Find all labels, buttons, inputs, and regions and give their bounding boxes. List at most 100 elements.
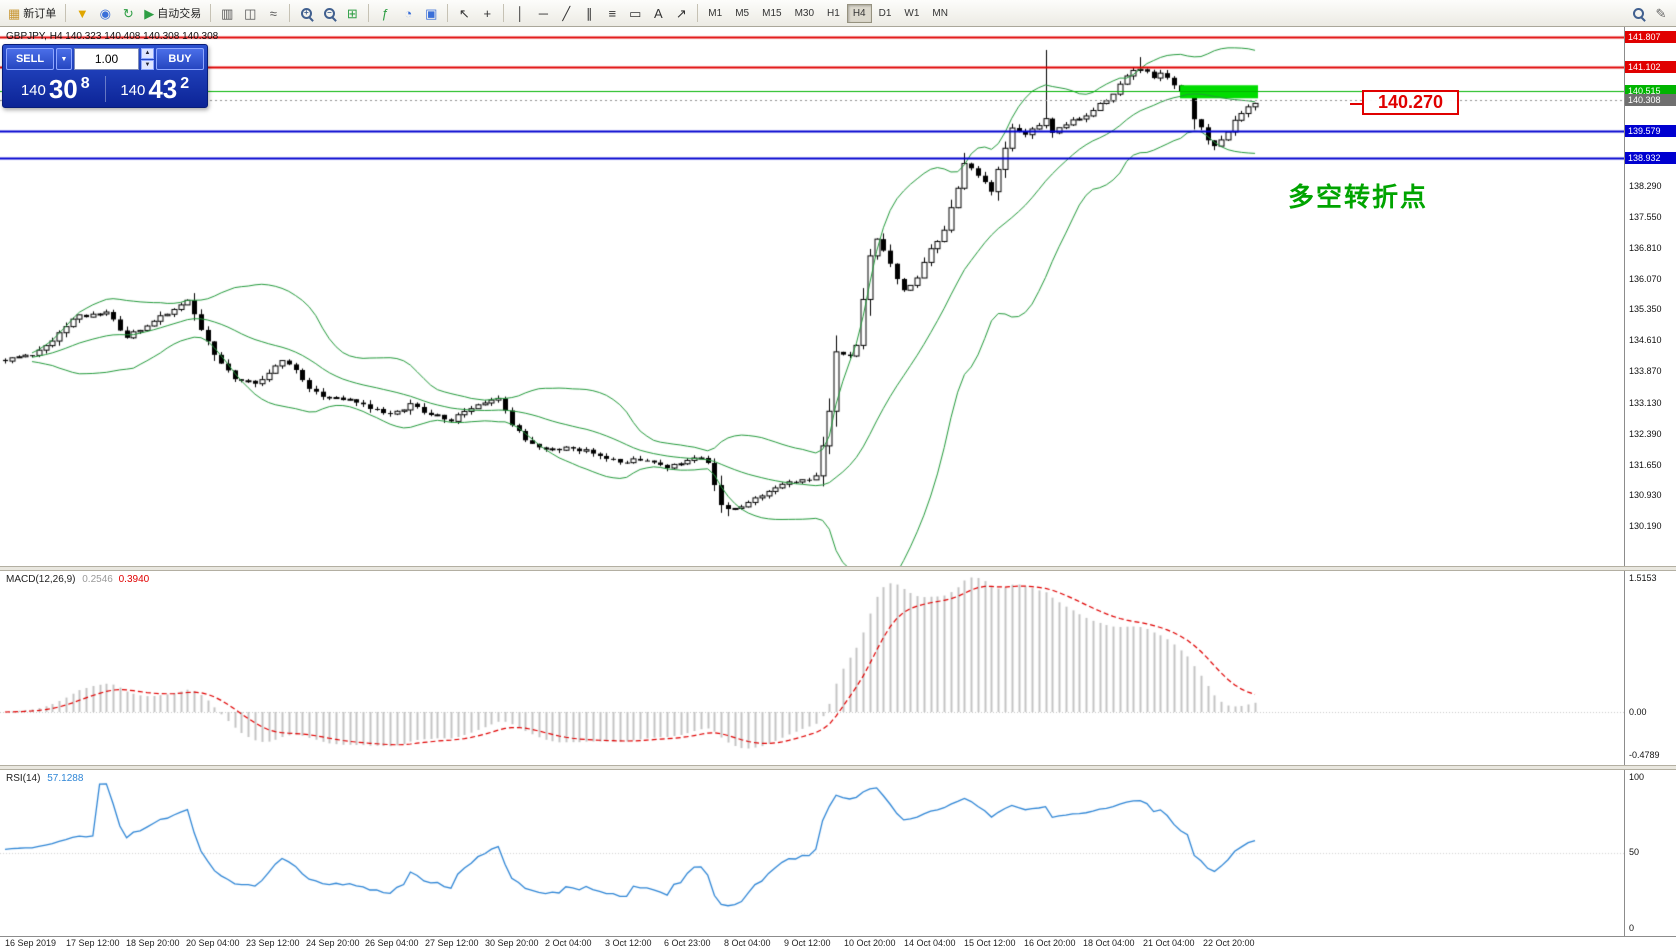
chinese-annotation-text[interactable]: 多空转折点 xyxy=(1288,182,1429,212)
magnifier-minus-icon: − xyxy=(323,7,335,19)
horizontal-line-button[interactable]: ─ xyxy=(532,2,554,24)
vertical-line-icon: │ xyxy=(516,5,525,21)
candles-icon: ◫ xyxy=(244,5,257,21)
timeframe-mn[interactable]: MN xyxy=(926,4,954,23)
macd-axis[interactable]: 1.5153 0.00 -0.4789 xyxy=(1624,571,1676,765)
panel-splitter[interactable] xyxy=(0,566,1676,571)
toolbar: ▦ 新订单 ▼ ◉ ↻ ▶ 自动交易 ▥ ◫ ≈ + − ⊞ ƒ ◔ ▣ ↖ + │ ─ ╱ ∥ ≡ ▭ A ↗ M1 M5 M15 M… xyxy=(0,0,1676,27)
rsi-axis-label: 100 xyxy=(1629,772,1645,782)
timeframe-m1[interactable]: M1 xyxy=(702,4,728,23)
text-button[interactable]: A xyxy=(647,2,669,24)
timeframe-h1[interactable]: H1 xyxy=(821,4,846,23)
new-order-button[interactable]: ▦ 新订单 xyxy=(4,2,60,24)
time-axis-label: 18 Oct 04:00 xyxy=(1083,938,1135,948)
sell-price-prefix: 140 xyxy=(20,82,46,99)
refresh-button[interactable]: ↻ xyxy=(117,2,139,24)
order-controls-row: SELL ▼ ▲ ▼ BUY xyxy=(6,48,204,70)
function-icon: ƒ xyxy=(381,5,389,21)
price-callout-box[interactable]: 140.270 xyxy=(1350,90,1459,115)
panel-splitter[interactable] xyxy=(0,765,1676,770)
indicators-list-button[interactable]: ƒ xyxy=(374,2,396,24)
play-icon: ▶ xyxy=(144,5,155,21)
period-button[interactable]: ◔ xyxy=(397,2,419,24)
templates-button[interactable]: ▣ xyxy=(420,2,442,24)
buy-price-display[interactable]: 140 43 2 xyxy=(108,75,203,102)
crosshair-button[interactable]: + xyxy=(476,2,498,24)
price-axis-label: 133.870 xyxy=(1629,366,1662,377)
timeframe-w1[interactable]: W1 xyxy=(898,4,925,23)
timeframe-d1[interactable]: D1 xyxy=(873,4,898,23)
zoom-out-button[interactable]: − xyxy=(318,2,340,24)
timeframe-m30[interactable]: M30 xyxy=(789,4,820,23)
bars-icon: ▥ xyxy=(221,5,234,21)
cursor-button[interactable]: ↖ xyxy=(453,2,475,24)
time-axis-label: 24 Sep 20:00 xyxy=(306,938,360,948)
rectangle-icon: ▭ xyxy=(629,5,642,21)
channel-button[interactable]: ∥ xyxy=(578,2,600,24)
crosshair-icon: + xyxy=(483,5,492,21)
volume-spinner: ▲ ▼ xyxy=(141,48,154,70)
time-axis[interactable]: 16 Sep 2019 17 Sep 12:00 18 Sep 20:00 20 Se… xyxy=(0,936,1676,949)
candlestick-chart-button[interactable]: ◫ xyxy=(239,2,261,24)
price-tag: 141.102 xyxy=(1625,60,1676,73)
timeframe-m5[interactable]: M5 xyxy=(729,4,755,23)
chart-template-icon: ▣ xyxy=(425,5,438,21)
time-axis-label: 16 Oct 20:00 xyxy=(1024,938,1076,948)
rsi-value: 57.1288 xyxy=(47,773,84,784)
market-watch-button[interactable]: ◉ xyxy=(94,2,116,24)
text-icon: A xyxy=(653,5,663,21)
pencil-icon: ✎ xyxy=(1655,5,1667,21)
rsi-canvas[interactable] xyxy=(0,770,1624,936)
profile-icon: ◉ xyxy=(99,5,111,21)
macd-axis-label: 1.5153 xyxy=(1629,573,1657,583)
buy-button[interactable]: BUY xyxy=(156,48,204,70)
time-axis-label: 22 Oct 20:00 xyxy=(1203,938,1255,948)
new-chart-button[interactable]: ✎ xyxy=(1650,2,1672,24)
tile-icon: ⊞ xyxy=(346,5,358,21)
price-axis-label: 134.610 xyxy=(1629,335,1662,346)
timeframe-m15[interactable]: M15 xyxy=(756,4,787,23)
sell-price-display[interactable]: 140 30 8 xyxy=(8,75,103,102)
timeframe-h4[interactable]: H4 xyxy=(846,3,872,23)
rsi-name: RSI(14) xyxy=(6,773,41,784)
magnifier-plus-icon: + xyxy=(300,7,312,19)
time-axis-label: 18 Sep 20:00 xyxy=(126,938,180,948)
price-axis-label: 138.290 xyxy=(1629,180,1662,191)
price-chart-canvas[interactable] xyxy=(0,27,1624,566)
toolbar-separator xyxy=(210,4,212,22)
rsi-axis[interactable]: 100 50 0 xyxy=(1624,770,1676,936)
price-axis-label: 136.810 xyxy=(1629,242,1662,253)
symbol-ohlc-label: GBPJPY, H4 140.323 140.408 140.308 140.3… xyxy=(6,31,219,42)
shapes-button[interactable]: ▭ xyxy=(624,2,646,24)
auto-trading-button[interactable]: ▶ 自动交易 xyxy=(140,2,205,24)
vertical-line-button[interactable]: │ xyxy=(509,2,531,24)
volume-dropdown-button[interactable]: ▼ xyxy=(56,48,72,70)
toolbar-main-group: ▦ 新订单 ▼ ◉ ↻ ▶ 自动交易 ▥ ◫ ≈ + − ⊞ ƒ ◔ ▣ ↖ + │ ─ ╱ ∥ ≡ ▭ A ↗ xyxy=(4,2,702,24)
data-window-button[interactable]: ▼ xyxy=(71,2,93,24)
trendline-button[interactable]: ╱ xyxy=(555,2,577,24)
macd-canvas[interactable] xyxy=(0,571,1624,765)
line-chart-button[interactable]: ≈ xyxy=(262,2,284,24)
volume-input[interactable] xyxy=(74,48,139,70)
bar-chart-button[interactable]: ▥ xyxy=(216,2,238,24)
toolbar-separator xyxy=(503,4,505,22)
search-button[interactable] xyxy=(1627,2,1649,24)
sell-button[interactable]: SELL xyxy=(6,48,54,70)
time-axis-label: 14 Oct 04:00 xyxy=(904,938,956,948)
price-axis-label: 136.070 xyxy=(1629,274,1662,285)
tile-windows-button[interactable]: ⊞ xyxy=(341,2,363,24)
funnel-icon: ▼ xyxy=(75,5,89,21)
volume-down-button[interactable]: ▼ xyxy=(141,59,154,70)
price-axis-label: 131.650 xyxy=(1629,459,1662,470)
zoom-in-button[interactable]: + xyxy=(295,2,317,24)
volume-up-button[interactable]: ▲ xyxy=(141,48,154,59)
price-axis[interactable]: 138.290 137.550 136.810 136.070 135.350 134.6… xyxy=(1624,27,1676,566)
fibonacci-button[interactable]: ≡ xyxy=(601,2,623,24)
time-axis-label: 3 Oct 12:00 xyxy=(605,938,652,948)
arrow-tools-button[interactable]: ↗ xyxy=(670,2,692,24)
macd-signal-value: 0.3940 xyxy=(118,574,150,585)
time-axis-label: 27 Sep 12:00 xyxy=(425,938,479,948)
time-axis-label: 15 Oct 12:00 xyxy=(964,938,1016,948)
rsi-panel: 100 50 0 RSI(14) 57.1288 xyxy=(0,770,1676,936)
